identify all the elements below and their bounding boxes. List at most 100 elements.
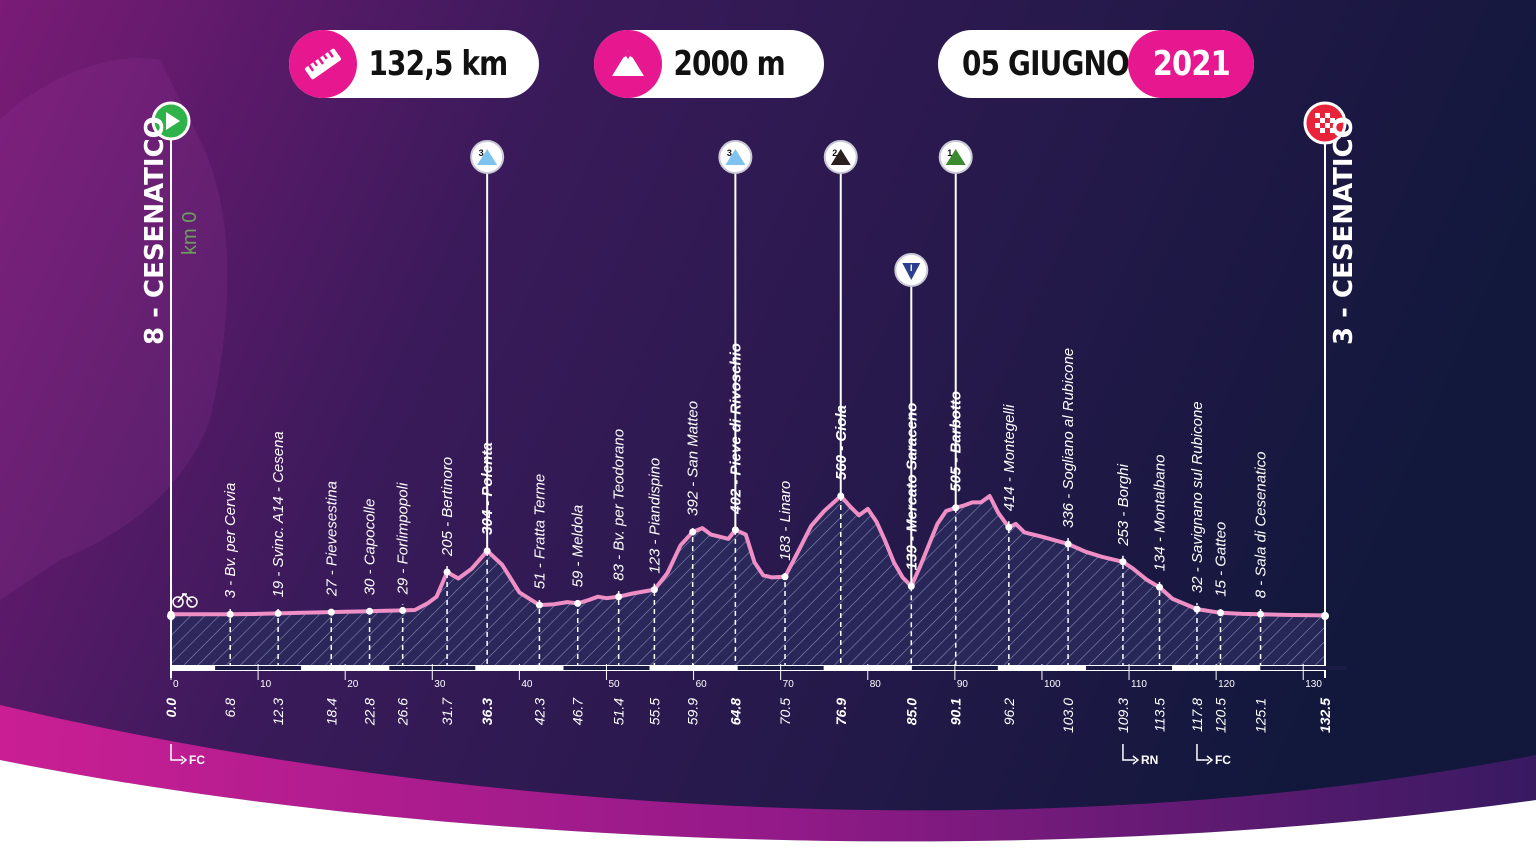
elevation-value: 2000 m [673,44,785,84]
finish-check [1320,113,1325,118]
bike-wheel [172,596,184,608]
axis-tick-label: 0 [173,679,179,690]
waypoint-dot [615,593,623,601]
waypoint-km: 12.3 [270,698,286,725]
kom-cat2-icon: 2 [823,140,858,174]
finish-check [1315,113,1320,118]
bicycle-icon [172,592,198,608]
distance-value: 132,5 km [368,44,508,84]
waypoint-km: 85.0 [903,698,919,725]
waypoint-dot [1156,583,1164,591]
waypoint-km: 42.3 [531,698,547,725]
axis-tick-label: 90 [957,679,969,690]
kom-mountain [725,149,746,165]
kom-mountain [945,149,966,165]
distance-badge: 132,5 km [289,30,539,98]
axis-tick-label: 100 [1044,679,1061,690]
waypoint-km: 76.9 [833,698,849,725]
waypoint-dot [483,547,491,555]
waypoint-name: 414 - Montegelli [1001,404,1018,511]
km-zero-label: km 0 [179,212,201,255]
exit-arrowhead [1132,755,1140,765]
finish-check [1320,118,1325,123]
intermediate-sprint-icon: I [894,253,929,287]
axis-tick-label: 80 [870,679,882,690]
waypoint-km: 125.1 [1253,698,1269,733]
play-flag-icon [151,101,191,141]
province-label: RN [1141,753,1158,767]
waypoint-name: 3 - Bv. per Cervia [222,483,239,599]
waypoint-km: 70.5 [777,698,793,725]
finish-dot [1321,612,1329,620]
waypoint-name: 560 - Ciola [833,405,850,480]
waypoint-km: 6.8 [222,698,238,718]
waypoint-name: 336 - Sogliano al Rubicone [1060,348,1077,528]
waypoint-dot [781,573,789,581]
kom-category: 3 [727,148,732,158]
finish-check [1320,123,1325,128]
kom-cat1-icon: 1 [938,140,973,174]
bike-frame [177,592,193,603]
start-dot [167,612,175,620]
waypoint-name: 30 - Capocolle [362,499,379,596]
waypoint-dot [689,528,697,536]
waypoint-km: 103.0 [1060,698,1076,733]
waypoint-dot [1064,540,1072,548]
waypoint-km: 26.6 [395,698,411,726]
waypoint-name: 19 - Svinc. A14 - Cesena [270,431,287,597]
province-label: FC [1215,753,1231,767]
waypoint-dot [731,526,739,534]
waypoint-dot [226,610,234,618]
kom-mountain [830,149,851,165]
kom-category: 2 [832,148,837,158]
waypoint-dot [327,608,335,616]
waypoint-name: 183 - Linaro [777,481,794,561]
axis-tick-label: 30 [434,679,446,690]
finish-check [1315,123,1320,128]
kom-category: 3 [479,148,484,158]
finish-check [1325,128,1330,133]
axis-tick-label: 60 [696,679,708,690]
waypoint-km: 31.7 [439,697,455,725]
finish-check [1330,128,1335,133]
axis-tick-label: 10 [260,679,272,690]
waypoint-name: 27 - Pievesestina [323,481,340,597]
waypoint-name: 505 - Barbotto [948,391,965,492]
waypoint-name: 123 - Piandispino [646,458,663,574]
waypoint-km: 55.5 [646,698,662,725]
road-exit-icon: RN [1122,744,1158,767]
finish-check [1325,123,1330,128]
elevation-badge: 2000 m [594,30,824,98]
finish-check [1330,113,1335,118]
profile-area-hatch [171,496,1325,668]
road-exit-icon: FC [1196,744,1231,767]
axis-tick-label: 50 [608,679,620,690]
waypoint-km: 132.5 [1317,698,1333,733]
kom-mountain [477,149,498,165]
kom-cat3-icon: 3 [718,140,753,174]
waypoint-dot [399,606,407,614]
waypoint-dot [837,492,845,500]
start-arrow [166,112,180,130]
finish-check [1325,113,1330,118]
waypoint-km: 51.4 [611,698,627,725]
axis-tick-label: 70 [783,679,795,690]
waypoint-dot [1216,609,1224,617]
sprint-label: I [910,263,913,273]
waypoint-name: 29 - Forlimpopoli [395,482,412,595]
exit-arrowhead [1206,755,1214,765]
exit-arrow [1196,744,1209,761]
axis-tick-label: 40 [521,679,533,690]
waypoint-name: 139 - Mercato Saraceno [903,403,920,571]
waypoint-km: 90.1 [948,698,964,725]
waypoint-km: 109.3 [1115,698,1131,733]
waypoint-km: 46.7 [570,697,586,725]
province-label: FC [189,753,205,767]
road-exit-icon: FC [170,744,205,767]
waypoint-name: 253 - Borghi [1115,463,1132,546]
finish-check [1330,123,1335,128]
kom-category: 1 [947,148,952,158]
finish-check [1330,118,1335,123]
waypoint-dot [535,601,543,609]
